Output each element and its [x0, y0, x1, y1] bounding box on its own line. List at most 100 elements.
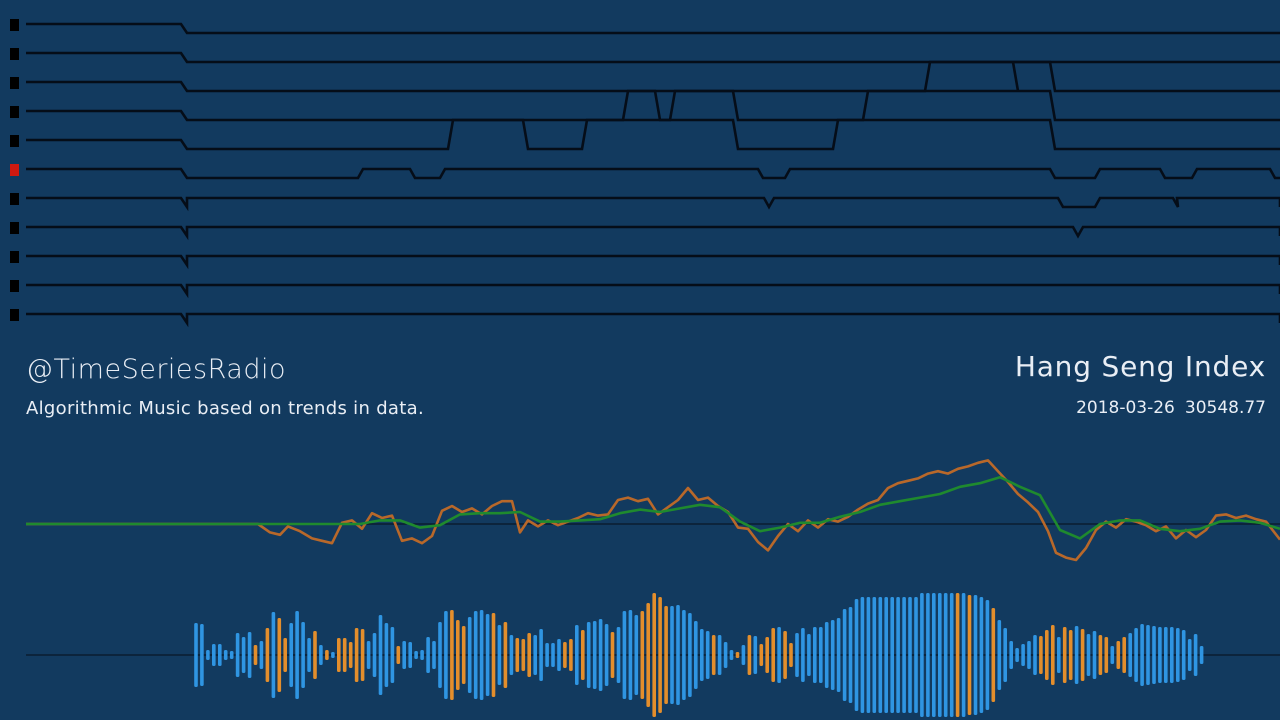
lane-line	[26, 118, 1280, 151]
amplitude-bar	[664, 606, 668, 704]
lane-marker	[10, 135, 19, 147]
amplitude-bar	[200, 624, 204, 686]
amplitude-bar	[241, 637, 246, 673]
amplitude-bar	[1176, 628, 1180, 682]
amplitude-bar	[247, 632, 252, 678]
amplitude-bar	[1128, 633, 1132, 677]
amplitude-bar	[1140, 624, 1144, 686]
series-name: Hang Seng Index	[1014, 350, 1266, 383]
amplitude-bar	[378, 615, 383, 695]
amplitude-bar	[694, 621, 698, 689]
amplitude-bar	[1146, 625, 1150, 685]
amplitude-bar	[218, 644, 222, 666]
amplitude-bar	[670, 606, 674, 704]
amplitude-bar	[1057, 637, 1061, 673]
amplitude-bar	[253, 645, 258, 665]
amplitude-bar	[598, 619, 603, 691]
amplitude-bar	[396, 646, 401, 664]
amplitude-bar	[819, 627, 823, 683]
amplitude-bar	[539, 629, 543, 681]
lane-line	[26, 312, 1280, 328]
amplitude-bar	[354, 628, 359, 682]
amplitude-bar	[771, 628, 775, 682]
amplitude-bar	[1104, 637, 1109, 673]
amplitude-bar	[860, 597, 865, 713]
amplitude-bar	[985, 600, 990, 710]
amplitude-bar	[747, 635, 752, 675]
amplitude-bar	[271, 612, 276, 698]
amplitude-bar	[943, 593, 948, 717]
amplitude-bar	[908, 597, 912, 713]
amplitude-bar	[949, 593, 954, 717]
amplitude-bar	[1080, 629, 1085, 681]
amplitude-bar	[1193, 634, 1198, 676]
amplitude-bar	[265, 628, 270, 682]
amplitude-bar	[515, 638, 520, 672]
lane-line	[26, 167, 1280, 180]
amplitude-bar	[432, 641, 436, 669]
lane-line	[26, 254, 1280, 270]
amplitude-bar	[842, 609, 847, 701]
amplitude-bar	[557, 639, 561, 671]
amplitude-bar	[920, 593, 924, 717]
amplitude-bar	[289, 623, 293, 687]
amplitude-bar	[1098, 635, 1103, 675]
amplitude-bar	[1045, 630, 1049, 680]
amplitude-bar	[813, 627, 817, 683]
amplitude-bar	[836, 618, 841, 692]
lane-marker	[10, 280, 19, 292]
amplitude-bar	[342, 638, 347, 672]
amplitude-bar	[729, 650, 734, 660]
amplitude-bar	[313, 631, 317, 679]
amplitude-bar	[938, 593, 942, 717]
amplitude-bar	[259, 641, 264, 669]
amplitude-bar	[872, 597, 877, 713]
amplitude-bar	[551, 643, 555, 667]
amplitude-bar	[700, 629, 704, 681]
amplitude-bar	[711, 635, 716, 675]
amplitude-bar	[801, 628, 805, 682]
amplitude-bar	[1021, 644, 1025, 666]
channel-tagline: Algorithmic Music based on trends in dat…	[26, 398, 424, 419]
active-lane-marker	[10, 164, 19, 176]
amplitude-bar	[337, 638, 341, 672]
amplitude-bar	[961, 593, 966, 717]
amplitude-bar	[348, 642, 353, 668]
amplitude-bar	[646, 603, 650, 707]
amplitude-bar	[652, 593, 656, 717]
amplitude-bar	[295, 611, 299, 699]
lane-marker	[10, 251, 19, 263]
amplitude-bar	[723, 642, 728, 668]
amplitude-bar	[1170, 627, 1174, 683]
amplitude-bar	[509, 635, 514, 675]
amplitude-bar	[640, 611, 645, 699]
amplitude-bar	[824, 622, 829, 688]
amplitude-bar	[628, 610, 633, 700]
amplitude-bar	[444, 611, 448, 699]
amplitude-bar	[1158, 627, 1162, 683]
amplitude-bar	[533, 635, 537, 675]
amplitude-bar	[682, 610, 686, 700]
note-lanes	[10, 19, 1280, 328]
amplitude-bar	[1199, 646, 1204, 664]
amplitude-bar	[848, 607, 853, 703]
amplitude-bar	[325, 650, 329, 660]
amplitude-bar	[521, 639, 526, 671]
amplitude-bar	[902, 597, 906, 713]
amplitude-bar	[461, 626, 466, 684]
amplitude-bar	[402, 641, 406, 669]
amplitude-bar	[235, 633, 240, 677]
amplitude-bar	[438, 622, 442, 688]
amplitude-bar	[735, 652, 740, 658]
amplitude-bar	[426, 637, 430, 673]
amplitude-bar	[206, 650, 210, 660]
lane-line	[26, 283, 1280, 299]
amplitude-bar	[586, 622, 591, 688]
current-date: 2018-03-26	[1076, 398, 1175, 418]
amplitude-bar	[1027, 641, 1031, 669]
amplitude-bar	[1164, 627, 1168, 683]
amplitude-bar	[997, 620, 1002, 690]
amplitude-bar	[741, 645, 746, 665]
amplitude-bar	[366, 641, 371, 669]
